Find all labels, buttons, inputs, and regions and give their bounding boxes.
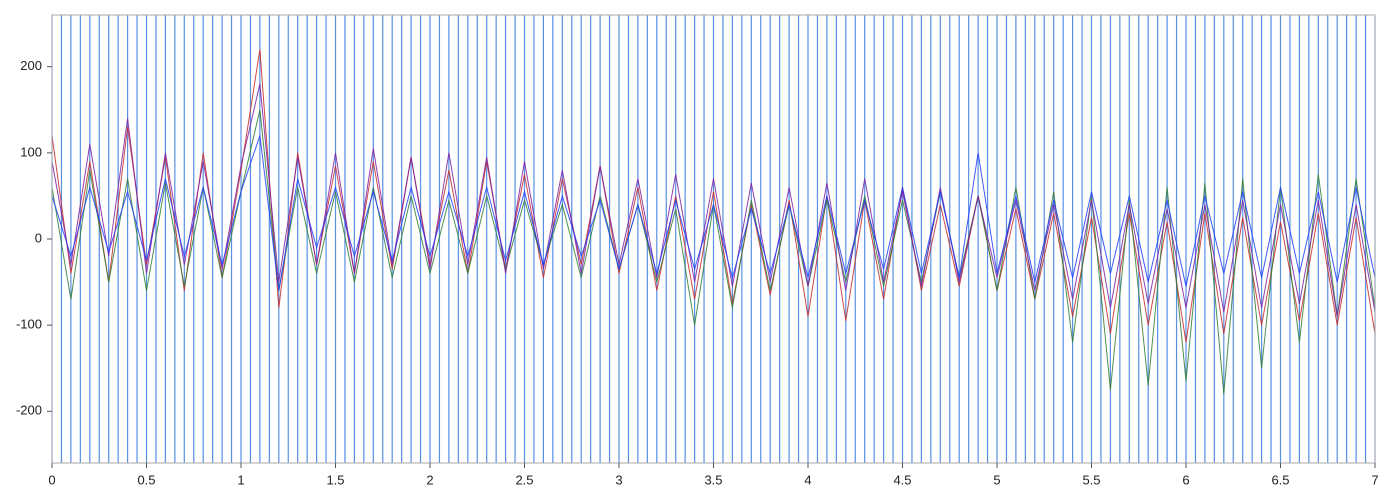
x-tick-label: 5.5 (1082, 472, 1100, 487)
x-tick-label: 6.5 (1271, 472, 1289, 487)
x-tick-label: 3 (615, 472, 622, 487)
y-tick-label: -100 (16, 317, 42, 332)
y-tick-label: 0 (35, 230, 42, 245)
x-tick-label: 4 (804, 472, 811, 487)
x-tick-label: 4.5 (893, 472, 911, 487)
x-tick-label: 1.5 (326, 472, 344, 487)
x-tick-label: 6 (1182, 472, 1189, 487)
x-tick-label: 5 (993, 472, 1000, 487)
x-tick-label: 1 (237, 472, 244, 487)
signal-line (51, 49, 1376, 343)
x-tick-label: 0.5 (137, 472, 155, 487)
y-tick-label: 200 (20, 58, 42, 73)
x-tick-label: 2 (426, 472, 433, 487)
x-tick-label: 7 (1371, 472, 1378, 487)
x-tick-label: 3.5 (704, 472, 722, 487)
y-tick-label: -200 (16, 403, 42, 418)
signal-line (51, 83, 1376, 317)
signal-line (51, 135, 1376, 291)
y-tick-label: 100 (20, 144, 42, 159)
x-tick-label: 0 (48, 472, 55, 487)
x-tick-label: 2.5 (515, 472, 533, 487)
